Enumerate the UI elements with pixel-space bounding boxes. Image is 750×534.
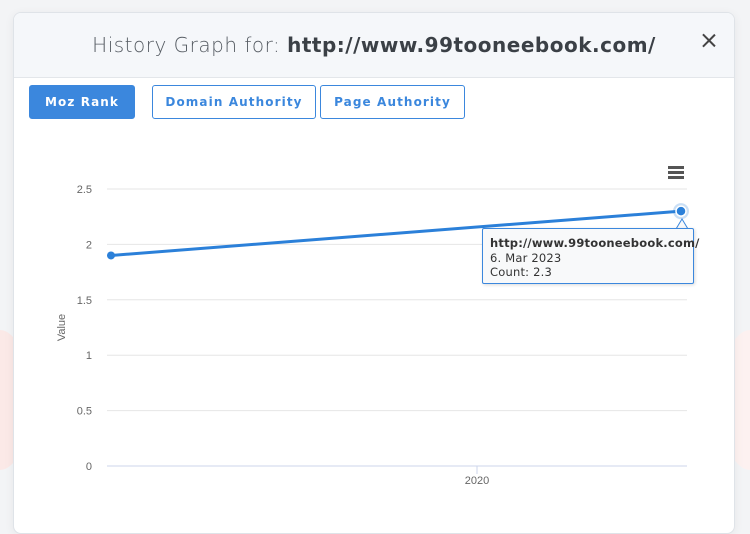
y-tick-label: 1 bbox=[86, 350, 92, 362]
tooltip-title: http://www.99tooneebook.com/ bbox=[490, 236, 700, 250]
modal-title-url: http://www.99tooneebook.com/ bbox=[287, 33, 656, 57]
tooltip-count: Count: 2.3 bbox=[490, 265, 552, 279]
y-tick-label: 0.5 bbox=[77, 406, 92, 418]
data-point bbox=[107, 251, 115, 260]
y-axis-title: Value bbox=[56, 314, 68, 341]
modal-title-prefix: History Graph for: bbox=[92, 33, 288, 57]
tooltip-pointer bbox=[675, 218, 689, 230]
tab-moz-rank[interactable]: Moz Rank bbox=[29, 85, 135, 119]
y-tick-label: 1.5 bbox=[77, 295, 92, 307]
chart-tooltip: http://www.99tooneebook.com/ 6. Mar 2023… bbox=[482, 228, 700, 284]
data-point bbox=[675, 205, 687, 217]
hamburger-menu-icon[interactable] bbox=[668, 166, 684, 179]
modal-title: History Graph for: http://www.99tooneebo… bbox=[14, 33, 734, 57]
chart-svg: 0 0.5 1 1.5 2 2.5 Value 2020 bbox=[56, 184, 689, 487]
y-tick-label: 0 bbox=[86, 461, 92, 473]
tab-page-authority[interactable]: Page Authority bbox=[320, 85, 465, 119]
tooltip-date: 6. Mar 2023 bbox=[490, 250, 562, 265]
x-tick-label: 2020 bbox=[465, 475, 489, 487]
tab-domain-authority[interactable]: Domain Authority bbox=[152, 85, 316, 119]
history-chart: 0 0.5 1 1.5 2 2.5 Value 2020 bbox=[56, 184, 689, 487]
y-tick-label: 2 bbox=[86, 239, 92, 251]
y-tick-label: 2.5 bbox=[77, 184, 92, 196]
modal-header: History Graph for: http://www.99tooneebo… bbox=[14, 13, 734, 78]
series-line bbox=[110, 209, 682, 257]
